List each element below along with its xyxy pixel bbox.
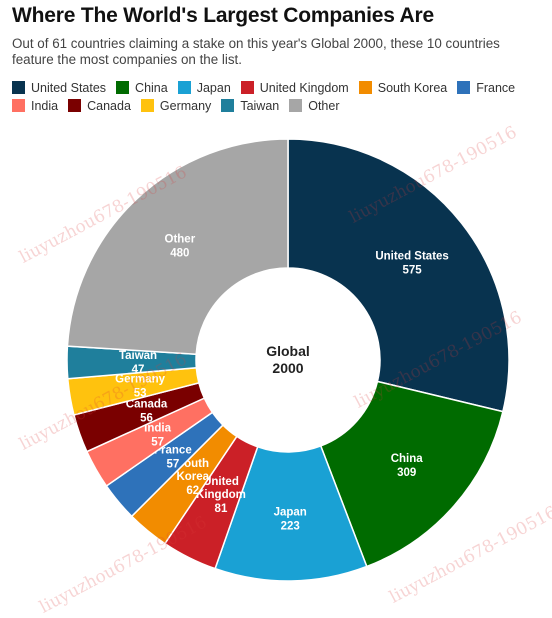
- slice-label: Taiwan 47: [119, 350, 157, 376]
- slice-label-name: Germany: [115, 374, 165, 386]
- slice-label-value: 47: [132, 364, 145, 376]
- slice-label-name: India: [144, 423, 171, 435]
- legend-label: United Kingdom: [259, 80, 349, 95]
- slice-label: Canada 56: [126, 398, 168, 424]
- legend-swatch: [140, 99, 154, 112]
- legend-label: Taiwan: [240, 98, 280, 113]
- legend-item[interactable]: India: [12, 98, 58, 113]
- legend-swatch: [289, 99, 303, 112]
- donut-center-label: Global 2000: [266, 343, 310, 376]
- slice-label-name: Japan: [274, 506, 307, 518]
- slice-label-value: 223: [281, 520, 300, 532]
- legend-label: Germany: [159, 98, 212, 113]
- legend-swatch: [116, 81, 130, 94]
- slice-label-value: 575: [402, 265, 422, 277]
- slice-label-name: Kingdom: [196, 489, 246, 501]
- legend-label: Other: [308, 98, 340, 113]
- legend-label: Canada: [87, 98, 131, 113]
- legend-swatch: [12, 99, 25, 112]
- legend-item[interactable]: China: [116, 80, 168, 95]
- slice-label-value: 62: [186, 485, 199, 497]
- slice-label: Other 480: [165, 233, 196, 259]
- slice-label-name: Korea: [176, 471, 209, 483]
- slice-label: Germany 53: [115, 374, 165, 400]
- slice-label: China 309: [391, 453, 424, 479]
- slice-label-name: Other: [165, 233, 196, 245]
- legend-label: China: [135, 80, 168, 95]
- slice-label-name: United States: [375, 251, 449, 263]
- legend-item[interactable]: Other: [289, 98, 340, 113]
- legend-swatch: [221, 99, 235, 112]
- slice-label-value: 53: [134, 388, 147, 400]
- donut-chart: United States 575 China 309 Japan 223 United Ki…: [66, 138, 510, 582]
- slice-label-value: 309: [397, 467, 416, 479]
- legend-swatch: [358, 81, 372, 94]
- legend-label: Japan: [196, 80, 231, 95]
- legend-item[interactable]: South Korea: [358, 80, 448, 95]
- pie-slice-united-states[interactable]: [287, 138, 510, 413]
- legend-item[interactable]: United States: [12, 80, 106, 95]
- chart-subtitle: Out of 61 countries claiming a stake on …: [12, 36, 500, 67]
- legend-swatch: [68, 99, 82, 112]
- legend-item[interactable]: France: [457, 80, 515, 95]
- pie-slice-china[interactable]: [319, 380, 504, 568]
- slice-label: Japan 223: [274, 506, 307, 532]
- pie-slice-other[interactable]: [66, 138, 289, 356]
- legend-swatch: [12, 81, 25, 94]
- donut-center-line: Global: [266, 343, 310, 359]
- slice-label-name: France: [154, 445, 192, 457]
- legend-swatch: [177, 81, 191, 94]
- slice-label-value: 57: [166, 459, 179, 471]
- slice-label-value: 56: [140, 412, 153, 424]
- legend-label: United States: [31, 80, 107, 95]
- legend-swatch: [240, 81, 254, 94]
- legend-item[interactable]: Taiwan: [221, 98, 279, 113]
- legend-item[interactable]: Japan: [177, 80, 231, 95]
- legend-item[interactable]: Germany: [140, 98, 212, 113]
- legend-label: France: [476, 80, 516, 95]
- legend-item[interactable]: Canada: [68, 98, 131, 113]
- slice-label: India 57: [144, 423, 171, 449]
- donut-center-line: 2000: [272, 360, 303, 376]
- legend: United States China Japan United Kingdom Sou…: [12, 80, 548, 113]
- legend-label: India: [31, 98, 59, 113]
- slice-label-name: China: [391, 453, 424, 465]
- slice-label-name: United: [203, 476, 239, 488]
- slice-label-value: 480: [170, 247, 189, 259]
- legend-item[interactable]: United Kingdom: [240, 80, 349, 95]
- slice-label: France 57: [154, 445, 192, 471]
- slice-label-name: Taiwan: [119, 350, 157, 362]
- chart-title: Where The World's Largest Companies Are: [12, 4, 434, 27]
- slice-label-value: 81: [215, 503, 228, 515]
- slice-label-value: 57: [151, 437, 164, 449]
- slice-label: United Kingdom 81: [196, 476, 246, 515]
- legend-swatch: [457, 81, 471, 94]
- slice-label: United States 575: [375, 251, 449, 277]
- slice-label-name: Canada: [126, 398, 168, 410]
- legend-label: South Korea: [377, 80, 448, 95]
